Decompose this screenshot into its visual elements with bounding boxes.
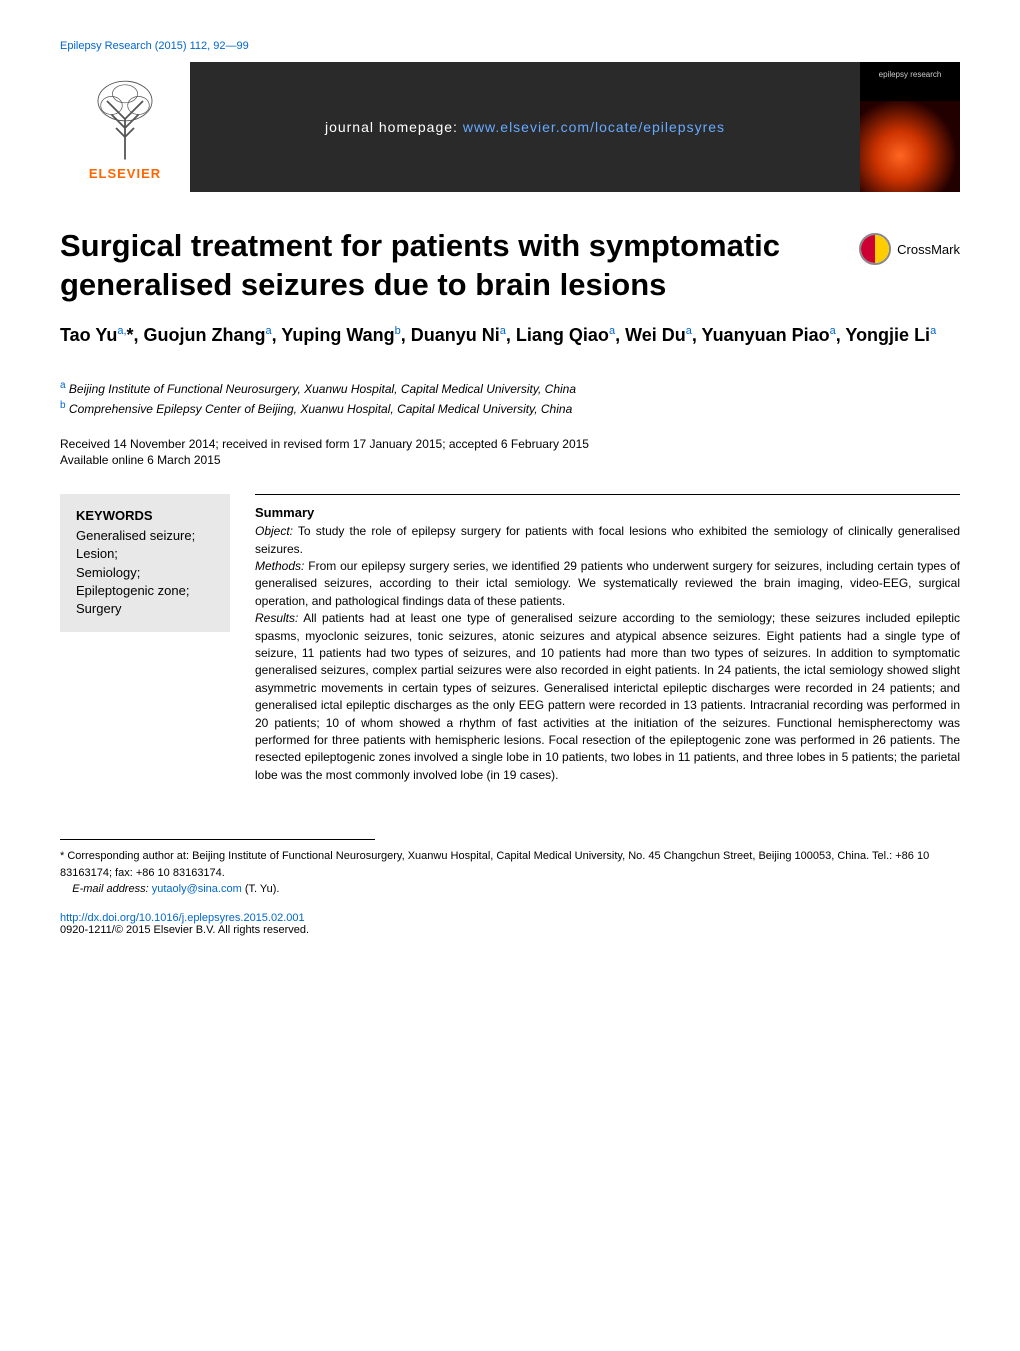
elsevier-tree-icon: [80, 74, 170, 164]
journal-cover-title: epilepsy research: [860, 62, 960, 79]
article-dates: Received 14 November 2014; received in r…: [60, 436, 960, 470]
email-line: E-mail address: yutaoly@sina.com (T. Yu)…: [60, 881, 960, 898]
homepage-label: journal homepage:: [325, 119, 463, 135]
journal-homepage-link[interactable]: journal homepage: www.elsevier.com/locat…: [190, 119, 860, 135]
elsevier-logo[interactable]: ELSEVIER: [60, 62, 190, 192]
keywords-box: KEYWORDS Generalised seizure;Lesion;Semi…: [60, 494, 230, 632]
summary-object-label: Object:: [255, 524, 293, 538]
keyword-item: Semiology;: [76, 564, 214, 582]
keywords-title: KEYWORDS: [76, 508, 214, 523]
dates-received: Received 14 November 2014; received in r…: [60, 436, 960, 453]
affiliations: a Beijing Institute of Functional Neuros…: [60, 378, 960, 418]
keyword-item: Epileptogenic zone;: [76, 582, 214, 600]
email-author: (T. Yu).: [245, 883, 280, 895]
summary-body: Object: To study the role of epilepsy su…: [255, 523, 960, 784]
crossmark-label: CrossMark: [897, 242, 960, 257]
summary-methods-text: From our epilepsy surgery series, we ide…: [255, 559, 960, 608]
keyword-item: Surgery: [76, 600, 214, 618]
affiliation-item: b Comprehensive Epilepsy Center of Beiji…: [60, 398, 960, 418]
doi-link[interactable]: http://dx.doi.org/10.1016/j.eplepsyres.2…: [60, 912, 960, 924]
authors-list: Tao Yua,*, Guojun Zhanga, Yuping Wangb, …: [60, 323, 960, 348]
journal-citation: Epilepsy Research (2015) 112, 92—99: [60, 40, 960, 52]
summary-column: Summary Object: To study the role of epi…: [255, 494, 960, 784]
elsevier-label: ELSEVIER: [89, 166, 161, 181]
homepage-url[interactable]: www.elsevier.com/locate/epilepsyres: [463, 119, 725, 135]
corresponding-author: * Corresponding author at: Beijing Insti…: [60, 848, 960, 881]
summary-methods-label: Methods:: [255, 559, 304, 573]
summary-results-text: All patients had at least one type of ge…: [255, 611, 960, 782]
affiliation-item: a Beijing Institute of Functional Neuros…: [60, 378, 960, 398]
crossmark-badge[interactable]: CrossMark: [859, 233, 960, 265]
article-title: Surgical treatment for patients with sym…: [60, 227, 859, 305]
dates-online: Available online 6 March 2015: [60, 452, 960, 469]
summary-results-label: Results:: [255, 611, 298, 625]
summary-object-text: To study the role of epilepsy surgery fo…: [255, 524, 960, 555]
footer-separator: [60, 839, 375, 840]
summary-title: Summary: [255, 505, 960, 520]
email-label: E-mail address:: [72, 883, 148, 895]
keyword-item: Lesion;: [76, 545, 214, 563]
email-address[interactable]: yutaoly@sina.com: [152, 883, 242, 895]
journal-banner: ELSEVIER journal homepage: www.elsevier.…: [60, 62, 960, 192]
keyword-item: Generalised seizure;: [76, 527, 214, 545]
copyright: 0920-1211/© 2015 Elsevier B.V. All right…: [60, 924, 960, 936]
crossmark-icon: [859, 233, 891, 265]
journal-cover-thumbnail[interactable]: epilepsy research: [860, 62, 960, 192]
journal-cover-image: [860, 101, 960, 192]
